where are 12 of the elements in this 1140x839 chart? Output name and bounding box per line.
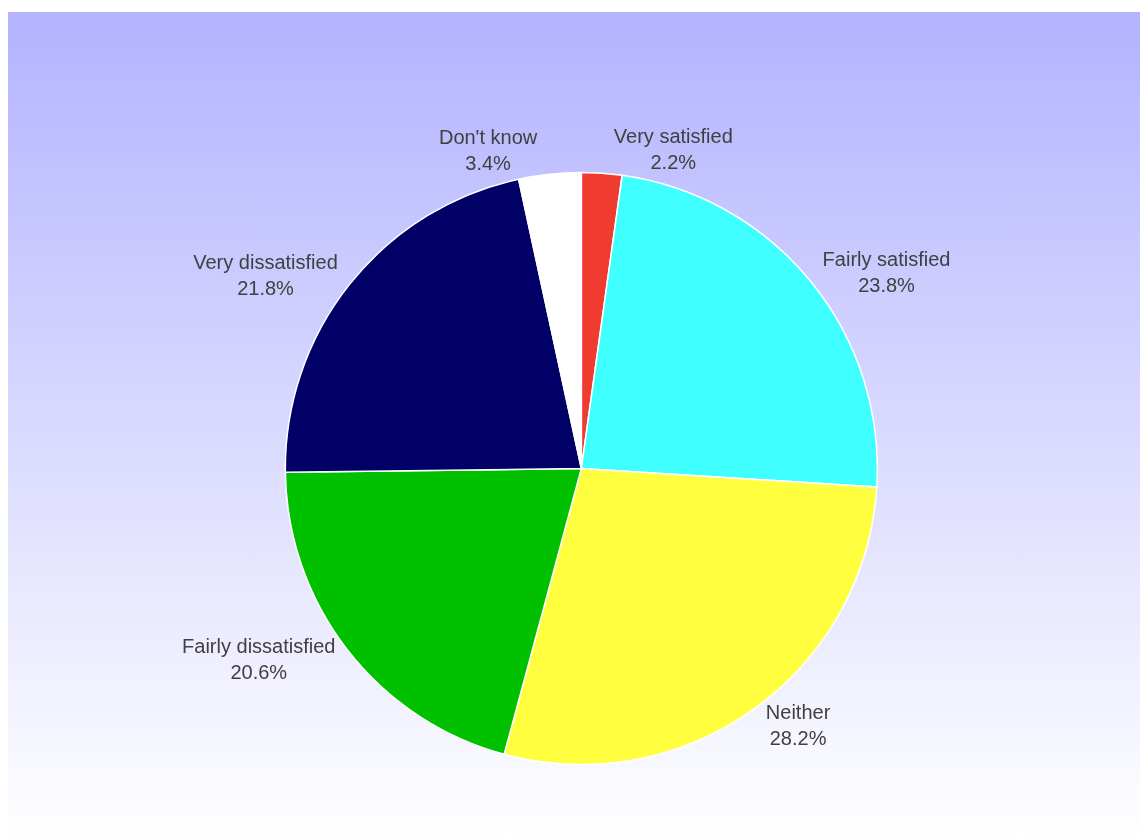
data-label: 3.4%: [465, 152, 512, 175]
slice-label: Very satisfied: [613, 125, 733, 148]
data-label: 28.2%: [769, 726, 827, 749]
slice-label: Very dissatisfied: [193, 250, 338, 273]
slice-label: Fairly dissatisfied: [182, 634, 336, 657]
data-label: 20.6%: [230, 660, 288, 683]
data-label: 2.2%: [650, 151, 697, 174]
data-label: 23.8%: [858, 273, 916, 296]
slice-label: Fairly satisfied: [822, 247, 951, 270]
data-label: 21.8%: [237, 276, 295, 299]
slice-label: Don't know: [438, 126, 538, 149]
slice-label: Neither: [765, 700, 831, 723]
